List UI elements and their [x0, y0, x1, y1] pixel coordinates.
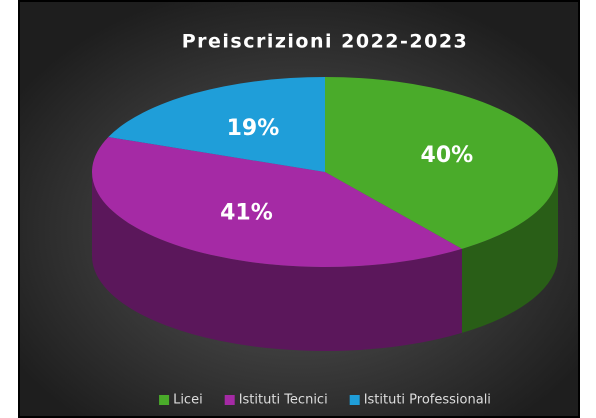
legend: Licei Istituti Tecnici Istituti Profession… [159, 393, 491, 408]
data-label: 40% [421, 143, 474, 168]
slice [108, 77, 325, 172]
slice [92, 137, 462, 267]
data-label: 41% [220, 200, 273, 225]
legend-label: Licei [173, 393, 203, 408]
pie: 40% 41% 19% [92, 77, 558, 352]
slice-side [92, 172, 462, 352]
legend-label: Istituti Tecnici [239, 393, 328, 408]
data-label: 19% [227, 116, 280, 141]
slice [325, 77, 558, 249]
legend-swatch [349, 395, 360, 405]
legend-swatch [159, 395, 170, 405]
legend-label: Istituti Professionali [364, 393, 491, 408]
chart-title: Preiscrizioni 2022-2023 [182, 31, 469, 53]
slice-side [461, 172, 558, 333]
legend-swatch [224, 395, 235, 405]
